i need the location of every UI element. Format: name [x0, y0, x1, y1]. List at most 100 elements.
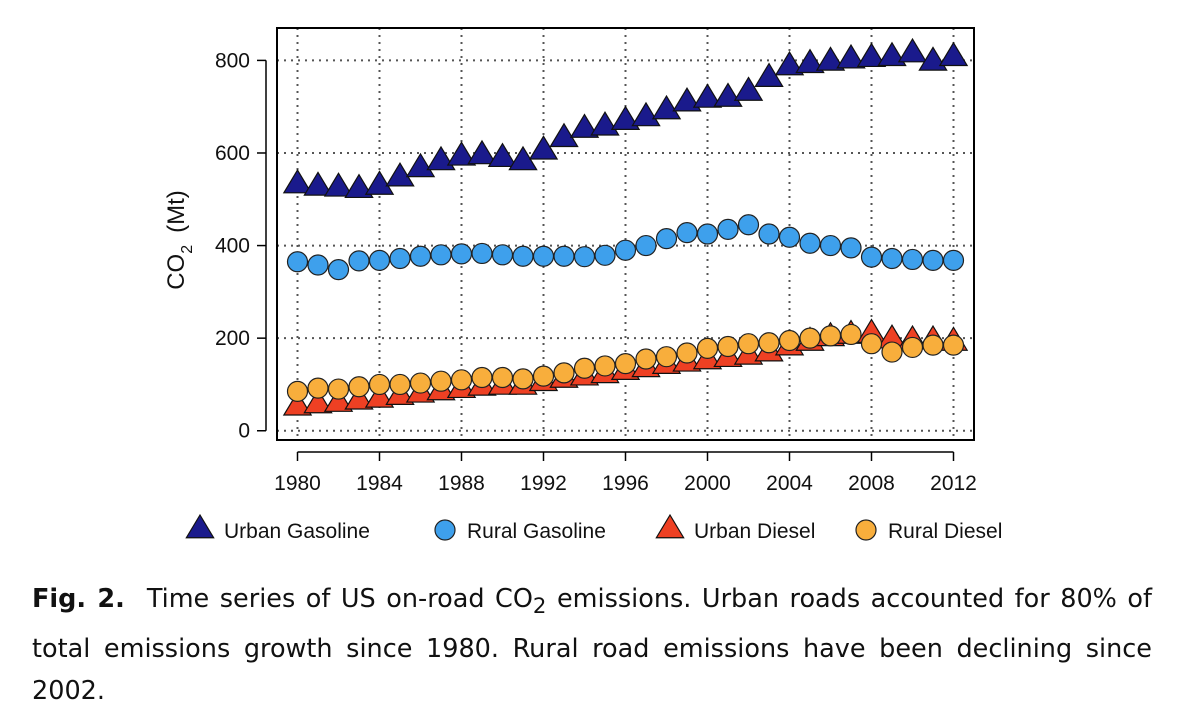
point-rural-gasoline: [348, 250, 370, 272]
point-rural-diesel: [778, 329, 801, 352]
x-tick-label: 2012: [930, 472, 977, 495]
point-rural-gasoline: [901, 248, 924, 271]
point-rural-gasoline: [942, 249, 965, 271]
point-rural-gasoline: [840, 237, 862, 259]
point-rural-diesel: [348, 376, 370, 398]
point-rural-diesel: [799, 327, 821, 349]
point-rural-diesel: [286, 380, 309, 402]
point-rural-gasoline: [430, 244, 452, 266]
point-rural-gasoline: [573, 246, 596, 268]
point-urban-gasoline: [651, 94, 682, 120]
point-rural-diesel: [840, 323, 862, 346]
point-urban-diesel: [323, 387, 354, 412]
y-axis-label: CO2 (Mt): [163, 190, 196, 290]
x-tick-label: 2008: [848, 472, 895, 495]
point-urban-gasoline: [467, 139, 497, 165]
x-tick-label: 1988: [438, 472, 485, 495]
point-urban-gasoline: [385, 161, 415, 187]
caption-subscript: 2: [532, 594, 547, 620]
point-rural-diesel: [655, 346, 678, 368]
point-rural-diesel: [860, 333, 883, 355]
y-tick-label: 600: [215, 142, 250, 165]
point-urban-gasoline: [877, 41, 907, 67]
point-rural-diesel: [717, 335, 739, 358]
legend-label-rural-gasoline: Rural Gasoline: [467, 520, 606, 543]
point-urban-gasoline: [528, 135, 559, 160]
point-rural-diesel: [594, 355, 616, 377]
legend: Urban Gasoline Rural Gasoline Urban Diesel…: [185, 513, 1002, 543]
legend-marker-urban-gasoline: [185, 513, 215, 539]
caption-label: Fig. 2.: [32, 584, 125, 614]
point-rural-gasoline: [717, 218, 739, 240]
point-urban-diesel: [303, 388, 333, 414]
point-rural-gasoline: [450, 243, 473, 265]
point-urban-gasoline: [610, 105, 641, 131]
co2-time-series-chart: 1980 1984 1988 1992 1996 2000 2004 2008 2012 0 200…: [163, 27, 1002, 543]
legend-item-urban-diesel: Urban Diesel: [655, 513, 815, 543]
point-rural-gasoline: [327, 259, 350, 281]
point-urban-diesel: [364, 383, 395, 408]
legend-label-urban-gasoline: Urban Gasoline: [224, 520, 370, 543]
point-rural-diesel: [819, 325, 842, 347]
point-rural-diesel: [450, 369, 473, 391]
y-tick-label: 0: [238, 420, 250, 443]
point-rural-diesel: [635, 348, 657, 370]
point-urban-gasoline: [549, 122, 579, 148]
point-urban-gasoline: [856, 42, 887, 68]
point-urban-gasoline: [590, 111, 620, 136]
point-rural-diesel: [430, 370, 452, 392]
plot-frame: [276, 27, 975, 441]
point-urban-gasoline: [426, 145, 456, 171]
point-urban-gasoline: [303, 171, 333, 196]
point-urban-gasoline: [344, 173, 374, 199]
point-rural-diesel: [922, 334, 944, 356]
point-rural-gasoline: [409, 245, 432, 267]
point-rural-diesel: [573, 357, 596, 379]
point-rural-diesel: [737, 333, 760, 355]
point-urban-gasoline: [631, 101, 661, 127]
point-rural-gasoline: [614, 239, 637, 261]
point-urban-gasoline: [282, 168, 313, 194]
y-tick-label: 800: [215, 49, 250, 72]
point-rural-diesel: [532, 365, 555, 387]
point-rural-gasoline: [922, 249, 944, 271]
point-rural-diesel: [881, 341, 903, 363]
point-rural-diesel: [676, 342, 698, 364]
point-urban-gasoline: [836, 43, 866, 69]
point-rural-diesel: [491, 366, 514, 389]
x-tick-label: 1984: [356, 472, 403, 495]
point-rural-gasoline: [286, 251, 309, 273]
point-rural-diesel: [901, 336, 924, 359]
point-rural-diesel: [614, 353, 637, 375]
series-rural-diesel: [286, 323, 965, 402]
x-tick-label: 1992: [520, 472, 567, 495]
point-rural-gasoline: [368, 249, 391, 271]
point-rural-gasoline: [676, 222, 698, 244]
legend-marker-rural-diesel: [855, 519, 877, 541]
point-rural-diesel: [409, 372, 432, 394]
point-rural-gasoline: [553, 245, 575, 267]
point-rural-gasoline: [696, 223, 719, 245]
x-tick-label: 2004: [766, 472, 813, 495]
point-urban-gasoline: [815, 46, 846, 71]
y-axis-label-main: CO: [163, 254, 190, 290]
point-rural-gasoline: [512, 245, 534, 267]
y-tick-label: 400: [215, 235, 250, 258]
point-rural-diesel: [553, 362, 575, 384]
point-rural-diesel: [758, 332, 780, 354]
point-rural-diesel: [307, 377, 329, 399]
point-rural-gasoline: [778, 226, 801, 248]
legend-marker-urban-diesel: [655, 513, 685, 539]
point-rural-gasoline: [532, 245, 555, 267]
point-urban-gasoline: [938, 41, 969, 67]
point-rural-gasoline: [389, 247, 411, 270]
point-urban-gasoline: [897, 37, 928, 63]
point-rural-gasoline: [635, 234, 657, 257]
axes: 1980 1984 1988 1992 1996 2000 2004 2008 2012 0 200…: [215, 49, 977, 495]
legend-item-rural-gasoline: Rural Gasoline: [434, 519, 606, 543]
caption-text-end: emissions. Urban roads accounted for 80%…: [32, 584, 1152, 707]
point-urban-gasoline: [733, 76, 764, 101]
point-rural-diesel: [696, 337, 719, 359]
x-tick-label: 1980: [274, 472, 321, 495]
